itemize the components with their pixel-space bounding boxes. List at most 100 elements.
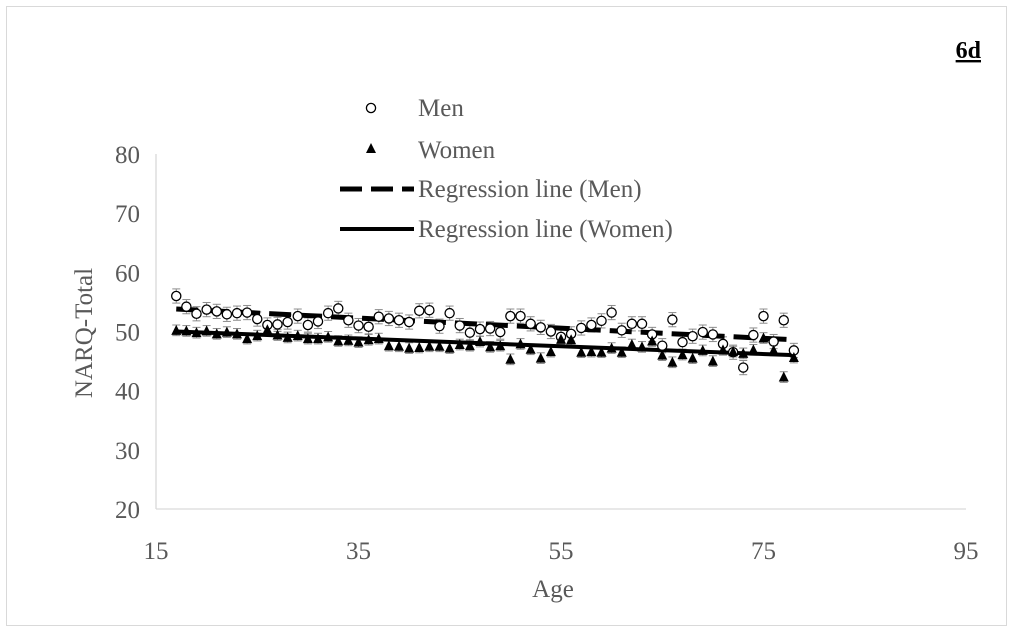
women-point [404,342,415,353]
women-point [252,330,263,341]
women-point [242,333,253,344]
women-point [616,346,627,357]
men-point [221,309,233,320]
men-point [170,290,182,302]
axes [155,154,966,510]
men-point [768,336,779,347]
men-point [474,323,486,335]
legend-label: Men [418,95,464,122]
women-point [566,334,577,345]
women-point [677,349,688,360]
women-point [232,328,242,339]
women-point [434,340,445,351]
women-point [728,346,739,357]
legend-men-marker [365,102,377,114]
men-point [444,307,455,319]
men-point [181,301,192,312]
women-point [768,344,779,355]
women-point [313,333,323,344]
women-point [302,333,313,344]
panel-label: 6d [956,38,982,64]
men-point [687,330,698,342]
men-point [434,320,445,332]
x-tick-label: 75 [751,538,776,565]
men-point [403,316,415,328]
men-point [535,322,547,333]
men-point [505,310,516,322]
women-point [718,344,728,355]
x-axis-title: Age [532,576,574,603]
legend: Men Women Regression line (Men) Regression … [340,95,673,243]
men-point [636,318,648,330]
women-point [292,330,303,341]
men-point [413,305,425,317]
men-point [322,307,334,319]
men-point [576,322,587,334]
men-point [383,313,395,324]
women-point [697,344,708,355]
women-point [535,352,546,363]
men-point [626,318,638,330]
women-point [606,342,617,353]
women-point [707,355,718,366]
women-point [373,333,384,344]
women-point [454,339,465,350]
men-point [525,318,536,330]
women-point [647,335,658,346]
women-point [596,346,607,357]
women-point [424,340,435,351]
women-point [383,340,394,351]
women-point [394,340,404,351]
legend-label: Regression line (Women) [418,216,673,243]
men-point [464,327,476,338]
legend-label: Regression line (Men) [418,176,642,203]
women-point [495,340,506,351]
women-point [191,327,202,338]
y-tick-label: 50 [115,320,140,347]
women-point [657,349,668,360]
women-point [464,340,475,351]
men-point [758,310,769,322]
women-point [201,325,212,336]
women-point [556,333,566,344]
women-point [444,342,455,353]
women-point [788,352,799,363]
women-point [525,343,536,354]
men-point [302,319,314,331]
y-tick-label: 40 [115,379,140,406]
women-point [626,339,637,350]
men-point [707,329,719,340]
women-point [221,326,232,337]
women-point [586,346,597,357]
women-point [545,346,556,357]
men-point [738,362,749,373]
women-point [505,353,516,364]
y-tick-label: 70 [115,201,140,228]
men-point [201,304,212,315]
women-point [181,325,192,336]
men-point [697,326,709,338]
y-tick-label: 60 [115,260,140,287]
legend-label: Women [418,137,496,164]
women-point [333,335,344,346]
data-points [170,290,800,382]
men-point [606,307,617,318]
men-point [454,320,465,331]
men-point [748,329,759,341]
y-tick-label: 20 [115,497,140,524]
women-point [211,328,222,339]
men-point [282,316,293,328]
women-point [485,341,496,352]
women-point [738,347,749,358]
women-point [282,331,293,342]
men-point [424,304,435,316]
x-tick-label: 15 [144,538,169,565]
women-point [758,332,769,343]
x-tick-label: 55 [549,538,574,565]
y-tick-label: 80 [115,142,140,169]
y-tick-label: 30 [115,438,140,465]
women-point [667,356,678,367]
men-point [494,326,506,338]
men-point [677,336,688,348]
women-point [272,329,283,340]
